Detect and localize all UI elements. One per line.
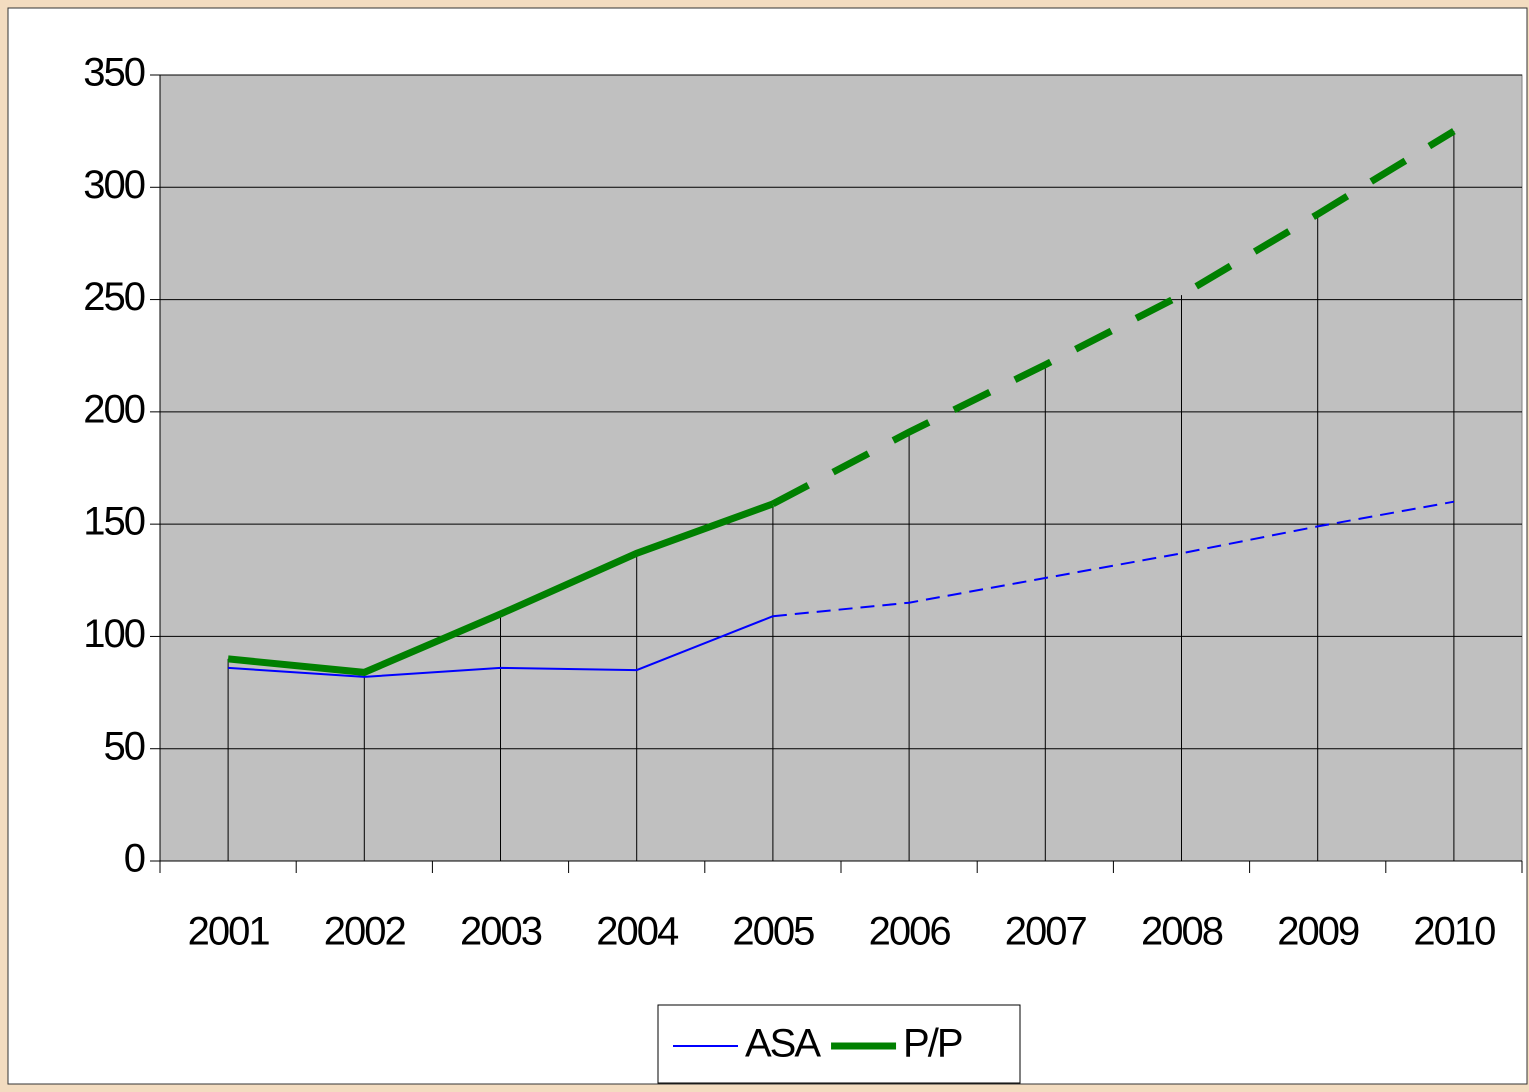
x-tick-label: 2005 bbox=[732, 910, 814, 954]
x-tick-label: 2008 bbox=[1141, 910, 1223, 954]
series-line bbox=[772, 500, 1455, 618]
x-tick-label: 2009 bbox=[1277, 910, 1359, 954]
y-tick-label: 150 bbox=[83, 500, 144, 544]
x-tick-label: 2006 bbox=[869, 910, 951, 954]
x-tick-label: 2003 bbox=[460, 910, 542, 954]
x-tick-label: 2002 bbox=[324, 910, 406, 954]
legend-label: ASA bbox=[745, 1022, 821, 1066]
legend: ASA P/P bbox=[657, 1004, 1021, 1084]
y-tick-label: 200 bbox=[83, 387, 144, 431]
y-tick-label: 100 bbox=[83, 612, 144, 656]
series-line bbox=[228, 615, 774, 678]
x-tick-label: 2007 bbox=[1005, 910, 1087, 954]
legend-label: P/P bbox=[903, 1022, 962, 1066]
series-line bbox=[227, 500, 775, 676]
x-tick-label: 2001 bbox=[188, 910, 270, 954]
y-tick-label: 250 bbox=[83, 275, 144, 319]
y-tick-label: 350 bbox=[83, 51, 144, 95]
series-line bbox=[771, 128, 1456, 507]
y-tick-label: 300 bbox=[83, 163, 144, 207]
x-tick-label: 2010 bbox=[1413, 910, 1495, 954]
y-tick-label: 50 bbox=[104, 724, 145, 768]
y-tick-label: 0 bbox=[124, 837, 145, 881]
x-tick-label: 2004 bbox=[596, 910, 679, 954]
